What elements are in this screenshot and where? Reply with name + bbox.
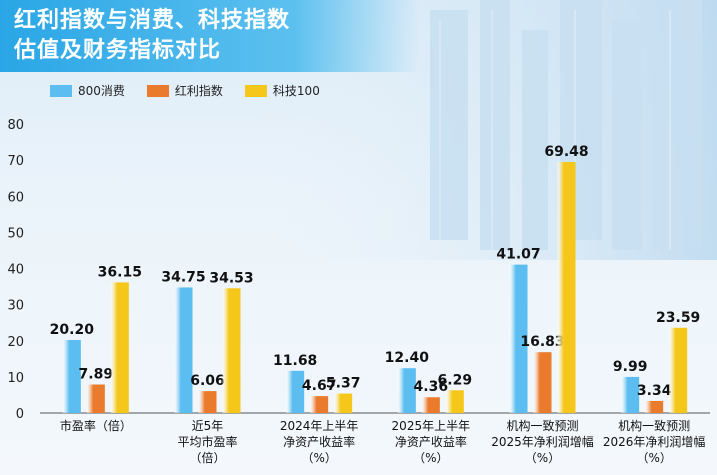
legend-swatch-tech-100 (244, 84, 267, 97)
y-tick-label: 30 (7, 299, 24, 314)
bar (669, 327, 688, 413)
data-label: 7.89 (79, 366, 114, 382)
bar (557, 162, 576, 413)
y-tick-label: 80 (7, 118, 24, 133)
x-category-label: （%） (525, 451, 560, 465)
bar (198, 391, 217, 413)
legend-label-tech-100: 科技100 (272, 84, 320, 98)
legend: 800消费 红利指数 科技100 (50, 82, 320, 99)
x-category-label: 机构一致预测 (506, 418, 578, 433)
bar (445, 390, 464, 413)
bar (86, 384, 105, 413)
data-label: 4.36 (414, 379, 449, 395)
bar (421, 397, 440, 413)
legend-item-tech-100: 科技100 (244, 82, 320, 99)
bar (509, 264, 528, 413)
x-category-label: 2025年上半年 (392, 419, 471, 433)
bar (174, 287, 193, 413)
bar (286, 370, 305, 413)
bar (645, 400, 664, 413)
legend-label-800-consumer: 800消费 (78, 84, 125, 98)
legend-swatch-800-consumer (50, 84, 72, 97)
y-tick-label: 60 (7, 190, 24, 205)
y-tick-label: 20 (7, 335, 24, 350)
bar (334, 393, 353, 413)
y-tick-label: 0 (16, 407, 24, 422)
x-category-label: （%） (413, 451, 448, 465)
x-category-label: （%） (301, 451, 336, 465)
bar (62, 340, 81, 413)
x-category-label: 平均市盈率 (177, 434, 237, 449)
bar (621, 376, 640, 413)
data-label: 23.59 (656, 310, 700, 326)
data-label: 12.40 (385, 350, 430, 366)
bar (397, 368, 416, 413)
bar (533, 352, 552, 413)
data-label: 16.83 (520, 334, 564, 350)
y-tick-label: 40 (7, 263, 24, 278)
data-label: 41.07 (496, 247, 540, 263)
x-category-label: 净资产收益率 (395, 434, 467, 449)
legend-item-800-consumer: 800消费 (50, 82, 125, 99)
bar (110, 282, 129, 413)
data-label: 6.06 (190, 373, 225, 389)
x-category-label: 机构一致预测 (618, 418, 690, 433)
x-category-label: 近5年 (192, 419, 224, 433)
x-category-label: （%） (636, 451, 671, 465)
data-label: 20.20 (50, 322, 95, 338)
x-category-label: 市盈率（倍） (60, 418, 132, 433)
data-label: 34.75 (161, 269, 205, 285)
x-category-label: 2026年净利润增幅 (603, 434, 706, 449)
data-label: 34.53 (209, 270, 253, 286)
bar (222, 288, 241, 413)
bar (310, 396, 329, 413)
legend-label-dividend-index: 红利指数 (174, 84, 223, 98)
x-category-label: 2024年上半年 (280, 419, 359, 433)
data-label: 4.67 (302, 378, 337, 394)
data-label: 9.99 (613, 359, 648, 375)
title-banner: 红利指数与消费、科技指数 估值及财务指标对比 (0, 0, 420, 72)
y-tick-label: 50 (7, 226, 24, 241)
legend-item-dividend-index: 红利指数 (146, 82, 223, 99)
data-label: 36.15 (98, 264, 142, 280)
y-tick-label: 10 (7, 371, 24, 386)
x-category-label: （倍） (189, 450, 225, 465)
data-label: 6.29 (438, 372, 473, 388)
data-label: 3.34 (637, 383, 672, 399)
data-label: 69.48 (544, 144, 588, 160)
legend-swatch-dividend-index (146, 84, 169, 97)
x-category-label: 2025年净利润增幅 (491, 434, 594, 449)
y-tick-label: 70 (7, 154, 24, 169)
chart-title: 红利指数与消费、科技指数 估值及财务指标对比 (14, 8, 291, 63)
data-label: 11.68 (273, 353, 317, 369)
data-label: 5.37 (326, 376, 361, 392)
x-category-label: 净资产收益率 (283, 434, 355, 449)
